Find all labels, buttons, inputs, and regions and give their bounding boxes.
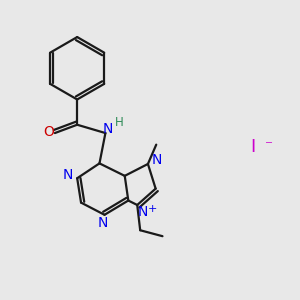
Text: O: O — [44, 124, 54, 139]
Text: N: N — [63, 168, 74, 182]
Text: +: + — [147, 204, 157, 214]
Text: ⁻: ⁻ — [265, 138, 273, 153]
Text: N: N — [137, 206, 148, 219]
Text: N: N — [98, 216, 108, 230]
Text: I: I — [250, 138, 255, 156]
Text: N: N — [152, 152, 162, 167]
Text: N: N — [103, 122, 113, 136]
Text: H: H — [114, 116, 123, 129]
